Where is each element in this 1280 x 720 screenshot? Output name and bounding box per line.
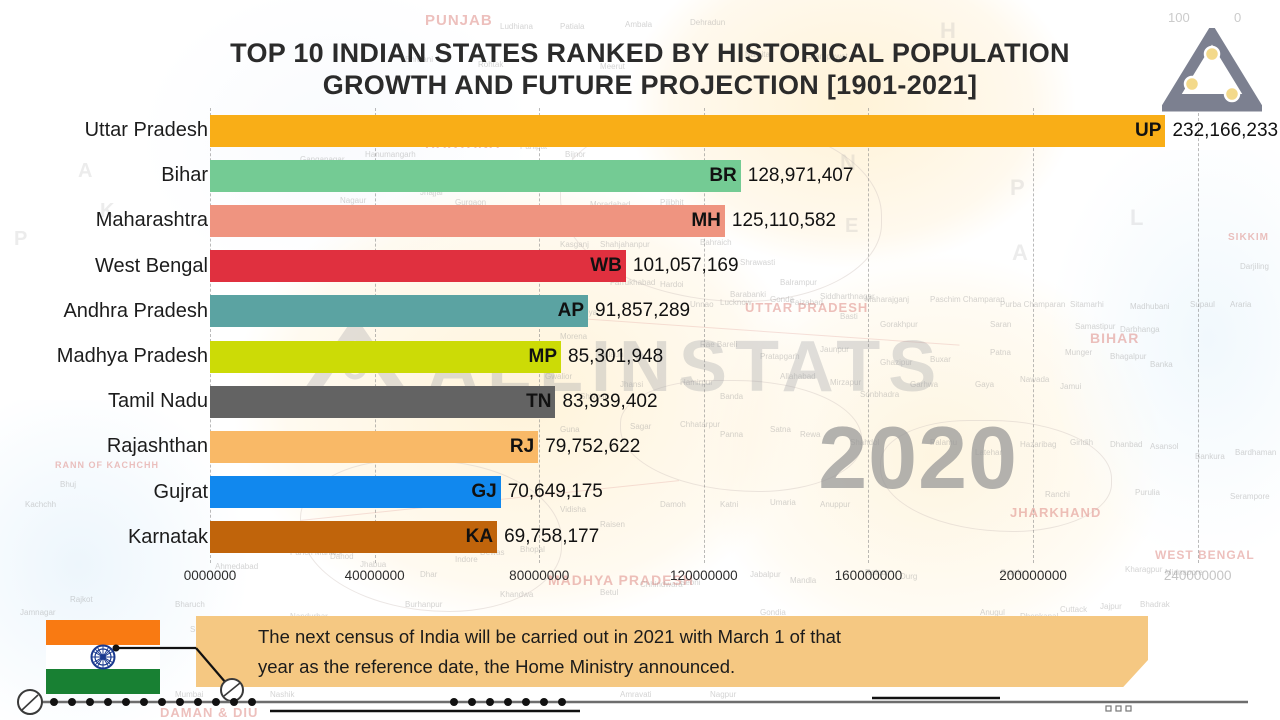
playback-timeline[interactable]	[0, 686, 1280, 720]
bar-category-label: Rajashthan	[106, 435, 208, 458]
bar-value-label: 232,166,233	[1172, 119, 1279, 141]
bar-code-label: BR	[709, 164, 737, 186]
bar-category-label: Tamil Nadu	[107, 390, 208, 413]
bar-code-label: MH	[691, 209, 721, 231]
chart-title-line-2: GROWTH AND FUTURE PROJECTION [1901-2021]	[322, 69, 978, 100]
bar-code-label: KA	[465, 526, 494, 548]
map-town-label: Bhadrak	[1140, 600, 1170, 609]
bar-row: Andhra Pradesh AP 91,857,289	[0, 289, 1280, 334]
bar-row: Gujrat GJ 70,649,175	[0, 470, 1280, 515]
bar-category-label: Maharashtra	[95, 209, 208, 232]
bar: KA	[210, 521, 498, 554]
bar-code-label: MP	[528, 345, 558, 367]
bar-row: Madhya Pradesh MP 85,301,948	[0, 334, 1280, 379]
caption-line-2: year as the reference date, the Home Min…	[258, 655, 736, 677]
x-axis-tick-label: 160000000	[834, 568, 903, 583]
bar-value-label: 79,752,622	[545, 435, 641, 457]
bar-category-label: Uttar Pradesh	[84, 119, 208, 142]
flag-saffron-band	[46, 620, 160, 645]
bar-value-label: 101,057,169	[632, 255, 739, 277]
ashoka-chakra-icon	[90, 644, 116, 670]
caption-line-1: The next census of India will be carried…	[258, 625, 842, 647]
bar-category-label: Karnatak	[127, 525, 208, 548]
bar: WB	[210, 250, 626, 283]
map-scale-label-left: 100	[1168, 10, 1190, 25]
allinstats-logo-icon[interactable]	[1162, 28, 1262, 112]
bar-value-label: 70,649,175	[507, 481, 603, 503]
bar: GJ	[210, 476, 501, 509]
caption-banner: The next census of India will be carried…	[196, 616, 1148, 687]
india-flag	[46, 620, 160, 694]
x-axis-tick-label: 0000000	[183, 568, 237, 583]
bar-category-label: Andhra Pradesh	[63, 299, 208, 322]
bar-wrapper: AP 91,857,289	[210, 295, 1280, 328]
bar-value-label: 128,971,407	[747, 164, 854, 186]
bar-wrapper: RJ 79,752,622	[210, 430, 1280, 463]
x-axis-tick-label: 240000000	[1163, 568, 1232, 583]
map-region-label: PUNJAB	[425, 12, 493, 29]
bar-code-label: RJ	[509, 435, 535, 457]
bar-value-label: 83,939,402	[562, 390, 658, 412]
chart-title-line-1: TOP 10 INDIAN STATES RANKED BY HISTORICA…	[230, 38, 1070, 68]
timeline-small-squares	[1105, 705, 1132, 712]
map-town-label: Cuttack	[1060, 605, 1088, 614]
x-axis: 0000000 40000000 80000000 120000000 16000000…	[184, 568, 1280, 592]
bar-row: Uttar Pradesh UP 232,166,233	[0, 108, 1280, 153]
x-axis-tick-label: 200000000	[999, 568, 1067, 583]
bar-code-label: TN	[526, 390, 552, 412]
map-town-label: Burhanpur	[405, 600, 443, 609]
map-town-label: Rajkot	[70, 595, 93, 604]
bar-row: Karnatak KA 69,758,177	[0, 515, 1280, 560]
x-axis-tick-label: 40000000	[344, 568, 405, 583]
bar: UP	[210, 114, 1166, 147]
bar-value-label: 85,301,948	[568, 345, 664, 367]
bar-chart-race: Uttar Pradesh UP 232,166,233 Bihar BR 128,971…	[0, 108, 1280, 563]
bar: BR	[210, 159, 741, 192]
x-axis-tick-label: 80000000	[509, 568, 570, 583]
bar-wrapper: MP 85,301,948	[210, 340, 1280, 373]
bar: RJ	[210, 430, 539, 463]
bar-wrapper: BR 128,971,407	[210, 159, 1280, 192]
bar: AP	[210, 295, 589, 328]
x-axis-tick-label: 120000000	[670, 568, 738, 583]
bar: MH	[210, 204, 725, 237]
bar-wrapper: UP 232,166,233	[210, 114, 1280, 147]
bar-code-label: UP	[1135, 119, 1162, 141]
bar-row: West Bengal WB 101,057,169	[0, 244, 1280, 289]
bar: TN	[210, 385, 556, 418]
bar-rows-container: Uttar Pradesh UP 232,166,233 Bihar BR 128,971…	[0, 108, 1280, 560]
map-town-label: Dehradun	[690, 18, 726, 27]
bar-row: Bihar BR 128,971,407	[0, 153, 1280, 198]
bar-row: Tamil Nadu TN 83,939,402	[0, 379, 1280, 424]
map-scale-label-right: 0	[1234, 10, 1242, 25]
bar-wrapper: GJ 70,649,175	[210, 476, 1280, 509]
bar-category-label: Gujrat	[153, 480, 208, 503]
map-town-label: Jajpur	[1100, 602, 1122, 611]
bar-category-label: Bihar	[161, 164, 208, 187]
bar-category-label: West Bengal	[94, 254, 208, 277]
bar-wrapper: KA 69,758,177	[210, 521, 1280, 554]
bar-category-label: Madhya Pradesh	[56, 345, 208, 368]
bar-row: Maharashtra MH 125,110,582	[0, 198, 1280, 243]
chart-title: TOP 10 INDIAN STATES RANKED BY HISTORICA…	[150, 38, 1150, 102]
bar-wrapper: TN 83,939,402	[210, 385, 1280, 418]
map-town-label: Patiala	[560, 22, 585, 31]
bar-code-label: AP	[557, 300, 585, 322]
map-town-label: Gondia	[760, 608, 786, 617]
map-town-label: Ludhiana	[500, 22, 533, 31]
bar-value-label: 69,758,177	[504, 526, 600, 548]
bar-wrapper: MH 125,110,582	[210, 204, 1280, 237]
bar-value-label: 91,857,289	[595, 300, 691, 322]
bar-value-label: 125,110,582	[731, 209, 837, 231]
map-town-label: Anugul	[980, 608, 1005, 617]
bar-wrapper: WB 101,057,169	[210, 250, 1280, 283]
bar-code-label: WB	[590, 255, 622, 277]
bar: MP	[210, 340, 562, 373]
map-town-label: Jamnagar	[20, 608, 56, 617]
bar-code-label: GJ	[471, 481, 497, 503]
map-town-label: Ambala	[625, 20, 653, 29]
bar-row: Rajashthan RJ 79,752,622	[0, 424, 1280, 469]
map-town-label: Bharuch	[175, 600, 205, 609]
